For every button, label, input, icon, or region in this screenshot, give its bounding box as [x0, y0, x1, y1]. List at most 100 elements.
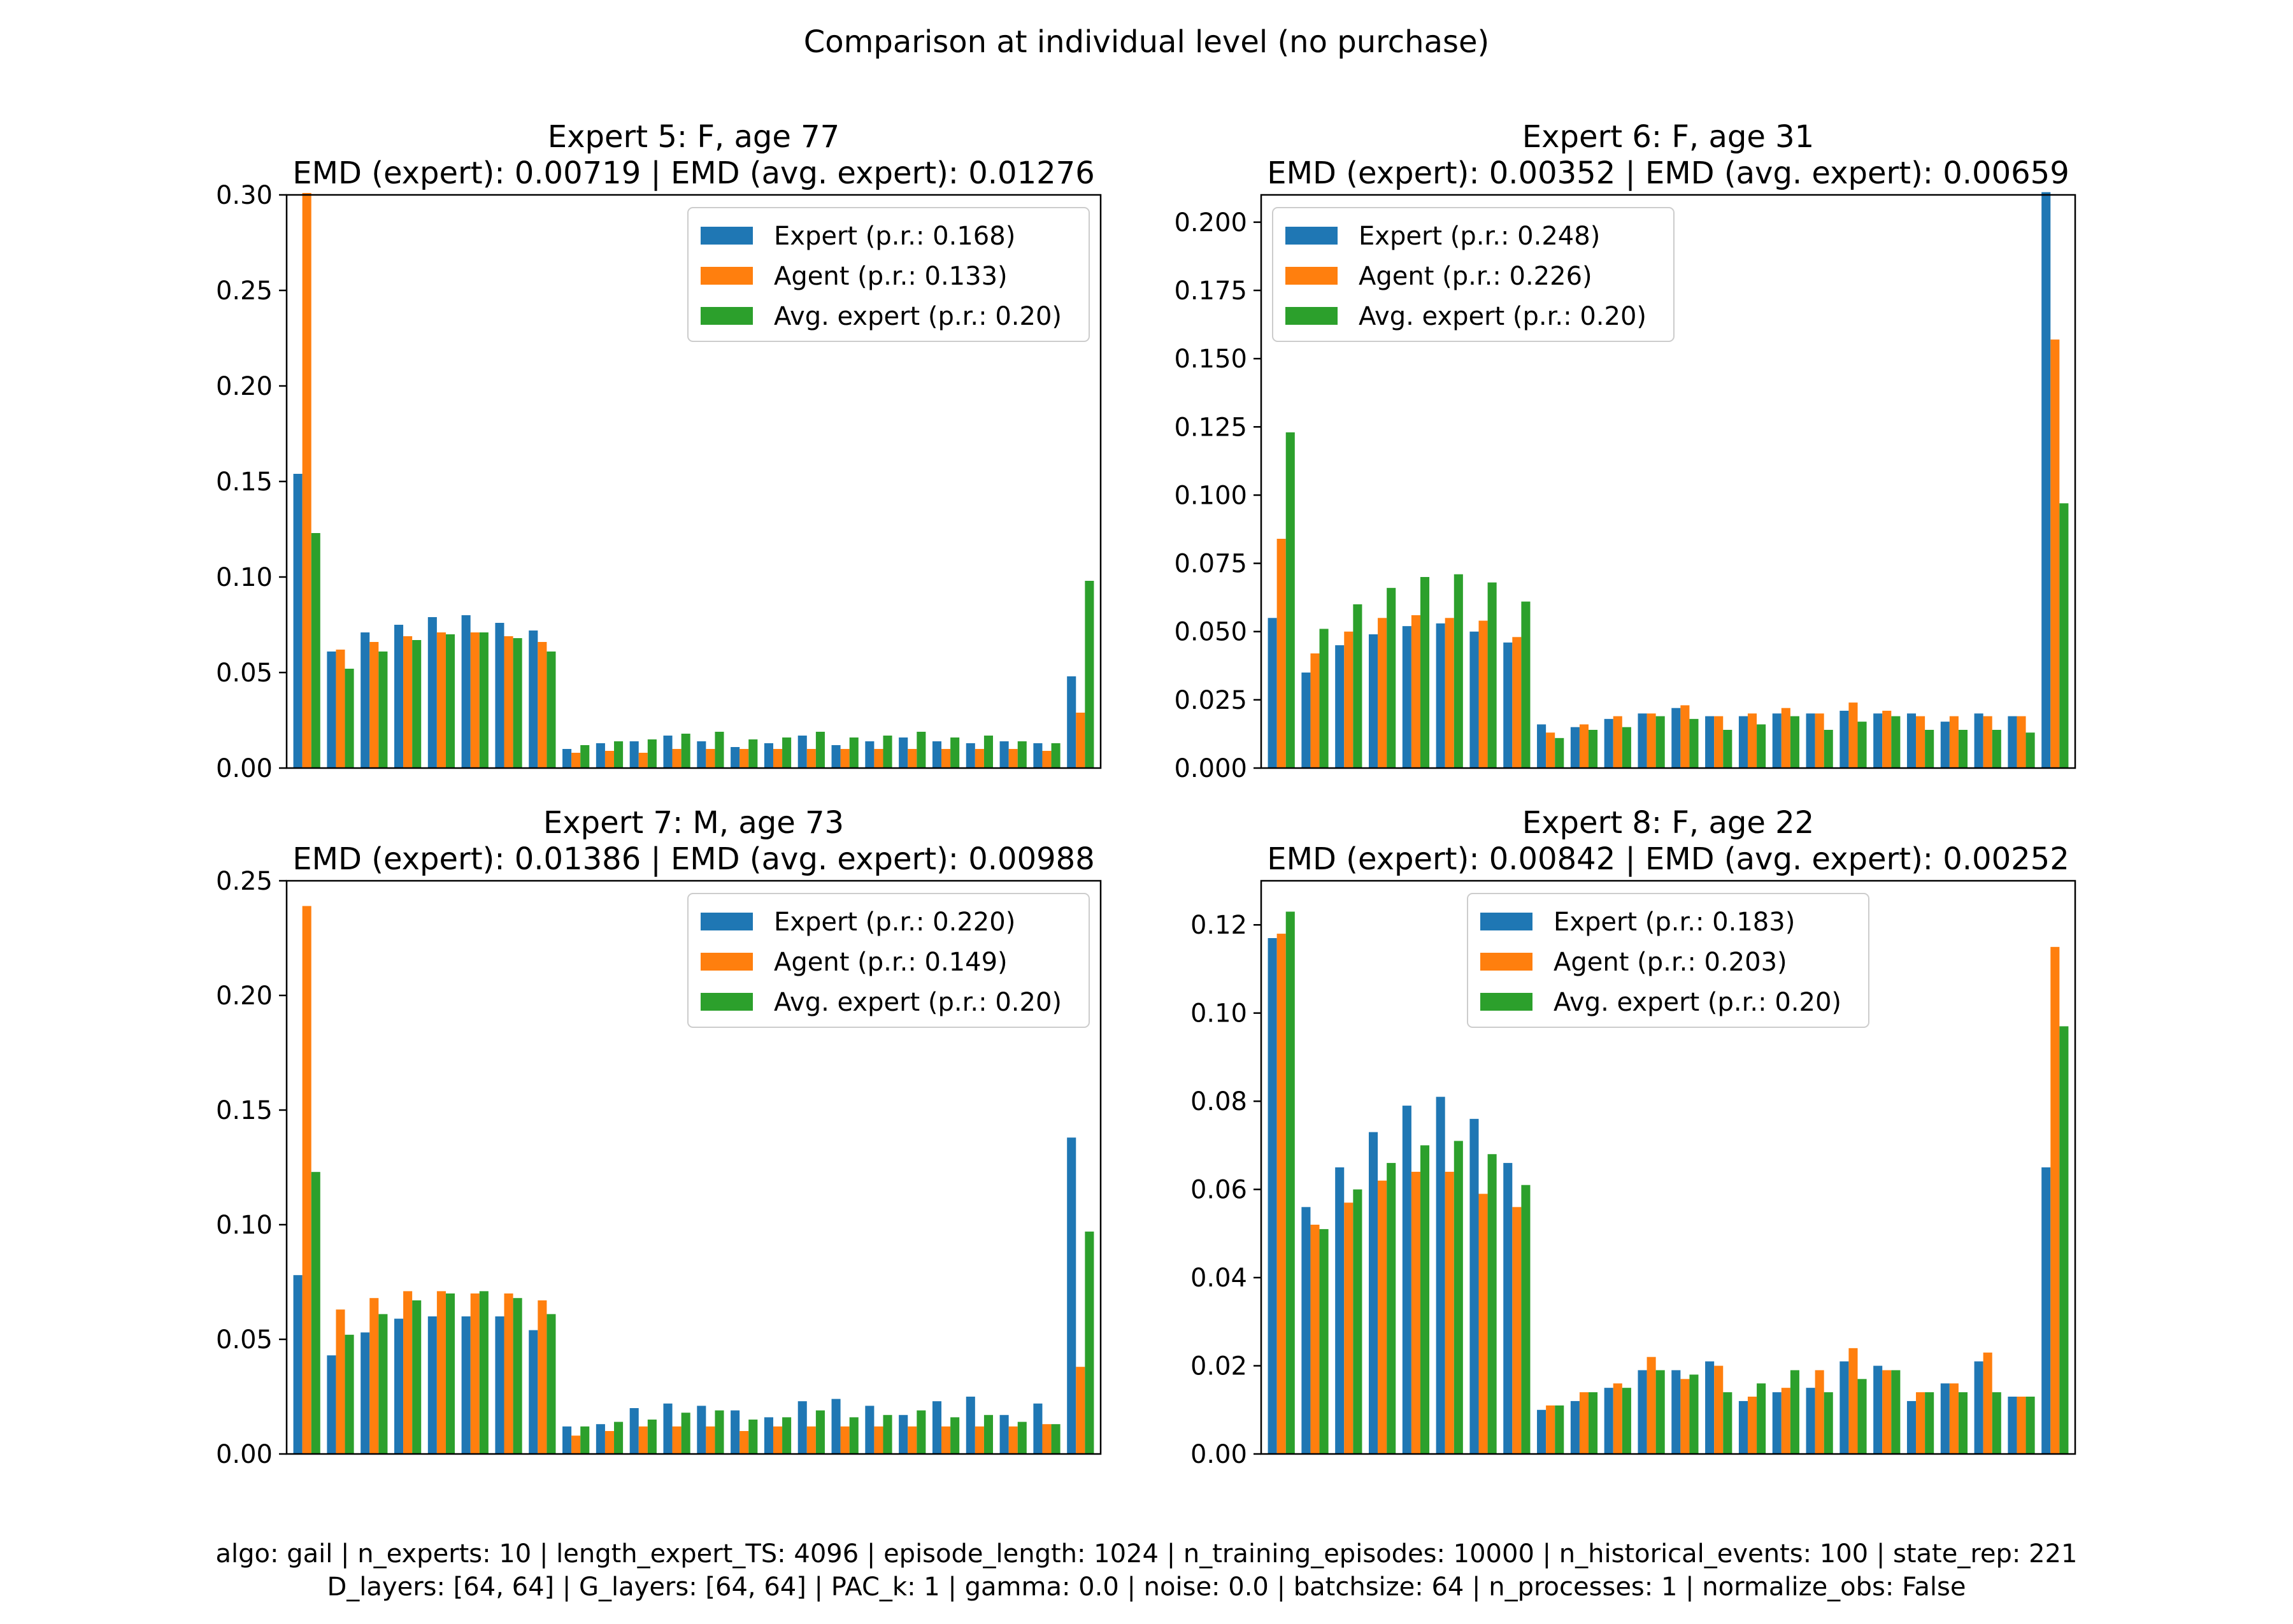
- legend-label-1: Expert (p.r.: 0.220): [774, 908, 1015, 937]
- bar-1-19: [1873, 713, 1883, 768]
- bar-1-12: [1638, 713, 1647, 768]
- bar-1-12: [663, 1403, 673, 1454]
- legend-swatch-1: [701, 227, 753, 245]
- bar-1-18: [1839, 1361, 1849, 1454]
- bar-3-13: [715, 1410, 724, 1454]
- bar-group: [293, 193, 1094, 768]
- bar-1-16: [1772, 713, 1782, 768]
- bar-2-6: [470, 1293, 480, 1454]
- bar-3-1: [1285, 432, 1295, 768]
- y-tick-label: 0.175: [1174, 276, 1247, 306]
- bar-1-22: [1974, 1361, 1983, 1454]
- bar-2-13: [1680, 1379, 1690, 1454]
- bar-3-14: [1723, 1392, 1732, 1454]
- legend-swatch-1: [1480, 913, 1532, 930]
- bar-3-19: [917, 1410, 926, 1454]
- bar-3-2: [1319, 629, 1329, 768]
- bar-2-15: [1747, 1397, 1757, 1454]
- bar-group: [293, 906, 1094, 1454]
- bar-3-9: [580, 745, 590, 768]
- bar-1-1: [1268, 938, 1277, 1454]
- bar-1-3: [1335, 645, 1345, 768]
- bar-3-5: [1420, 1145, 1430, 1454]
- y-tick-label: 0.04: [1190, 1264, 1247, 1293]
- bar-3-11: [647, 1420, 657, 1454]
- y-tick-label: 0.25: [216, 867, 273, 896]
- bar-3-9: [1555, 737, 1564, 768]
- bar-1-14: [1705, 716, 1715, 768]
- bar-3-3: [378, 1314, 388, 1454]
- bar-3-12: [1655, 1370, 1665, 1454]
- bar-3-24: [2059, 1026, 2069, 1454]
- bar-3-21: [1958, 730, 1968, 768]
- bar-3-8: [546, 1314, 556, 1454]
- bar-1-21: [966, 743, 975, 768]
- bar-1-8: [1503, 642, 1513, 768]
- bar-2-6: [1445, 1171, 1454, 1454]
- bar-3-2: [1319, 1229, 1329, 1454]
- bar-3-6: [479, 1291, 489, 1454]
- bar-2-6: [1445, 618, 1454, 768]
- bar-2-18: [874, 749, 883, 768]
- bar-2-21: [1949, 716, 1959, 768]
- legend-swatch-1: [701, 913, 753, 930]
- legend-label-1: Expert (p.r.: 0.248): [1359, 222, 1600, 251]
- bar-1-4: [394, 625, 404, 768]
- bar-1-24: [1067, 1137, 1076, 1454]
- bar-1-13: [697, 741, 706, 768]
- bar-1-13: [1671, 1370, 1681, 1454]
- bar-2-8: [1512, 1207, 1522, 1454]
- bar-2-13: [706, 1426, 715, 1454]
- bar-1-23: [1033, 743, 1043, 768]
- bar-3-19: [917, 732, 926, 768]
- bar-1-10: [596, 743, 605, 768]
- bar-1-7: [1469, 631, 1479, 768]
- bar-2-23: [1042, 1424, 1052, 1454]
- bar-3-12: [681, 734, 690, 768]
- bar-3-24: [2059, 503, 2069, 768]
- bar-3-12: [681, 1413, 690, 1454]
- bar-1-9: [1537, 724, 1547, 768]
- bar-2-2: [1310, 653, 1320, 768]
- bar-1-2: [327, 1355, 336, 1454]
- bar-3-9: [580, 1426, 590, 1454]
- bar-1-15: [764, 743, 773, 768]
- bar-1-5: [427, 617, 437, 768]
- bar-1-1: [1268, 618, 1277, 768]
- bar-3-6: [1454, 574, 1463, 768]
- bar-1-15: [1738, 1400, 1748, 1454]
- bar-1-21: [1940, 1383, 1950, 1454]
- bar-1-22: [1974, 713, 1983, 768]
- bar-1-11: [1604, 718, 1613, 768]
- bar-1-14: [731, 1410, 740, 1454]
- bar-3-14: [1723, 730, 1732, 768]
- bar-2-16: [806, 1426, 816, 1454]
- y-tick-label: 0.10: [216, 563, 273, 592]
- plot-frame: [1260, 880, 2076, 1455]
- bar-1-19: [899, 737, 908, 768]
- chart-title: Expert 5: F, age 77: [548, 119, 839, 155]
- legend-label-3: Avg. expert (p.r.: 0.20): [774, 988, 1062, 1017]
- bar-2-3: [369, 642, 379, 768]
- bar-3-4: [1387, 1163, 1396, 1454]
- bar-1-18: [1839, 711, 1849, 768]
- bar-3-18: [883, 1414, 892, 1454]
- bar-1-13: [1671, 708, 1681, 768]
- bar-1-8: [529, 1330, 538, 1454]
- bar-1-11: [629, 1408, 639, 1454]
- bar-1-9: [562, 1426, 572, 1454]
- plot-frame: [1260, 194, 2076, 769]
- bar-1-9: [1537, 1409, 1547, 1454]
- bar-2-5: [436, 1291, 446, 1454]
- bar-2-19: [908, 749, 917, 768]
- bar-3-23: [2025, 1397, 2035, 1454]
- bar-3-17: [849, 737, 859, 768]
- legend-label-3: Avg. expert (p.r.: 0.20): [1359, 302, 1647, 331]
- bar-2-4: [403, 1291, 413, 1454]
- bar-2-23: [2017, 1397, 2026, 1454]
- bar-2-11: [638, 1426, 648, 1454]
- bar-3-7: [1487, 582, 1497, 768]
- bar-3-10: [1589, 730, 1598, 768]
- bar-1-17: [831, 1399, 841, 1454]
